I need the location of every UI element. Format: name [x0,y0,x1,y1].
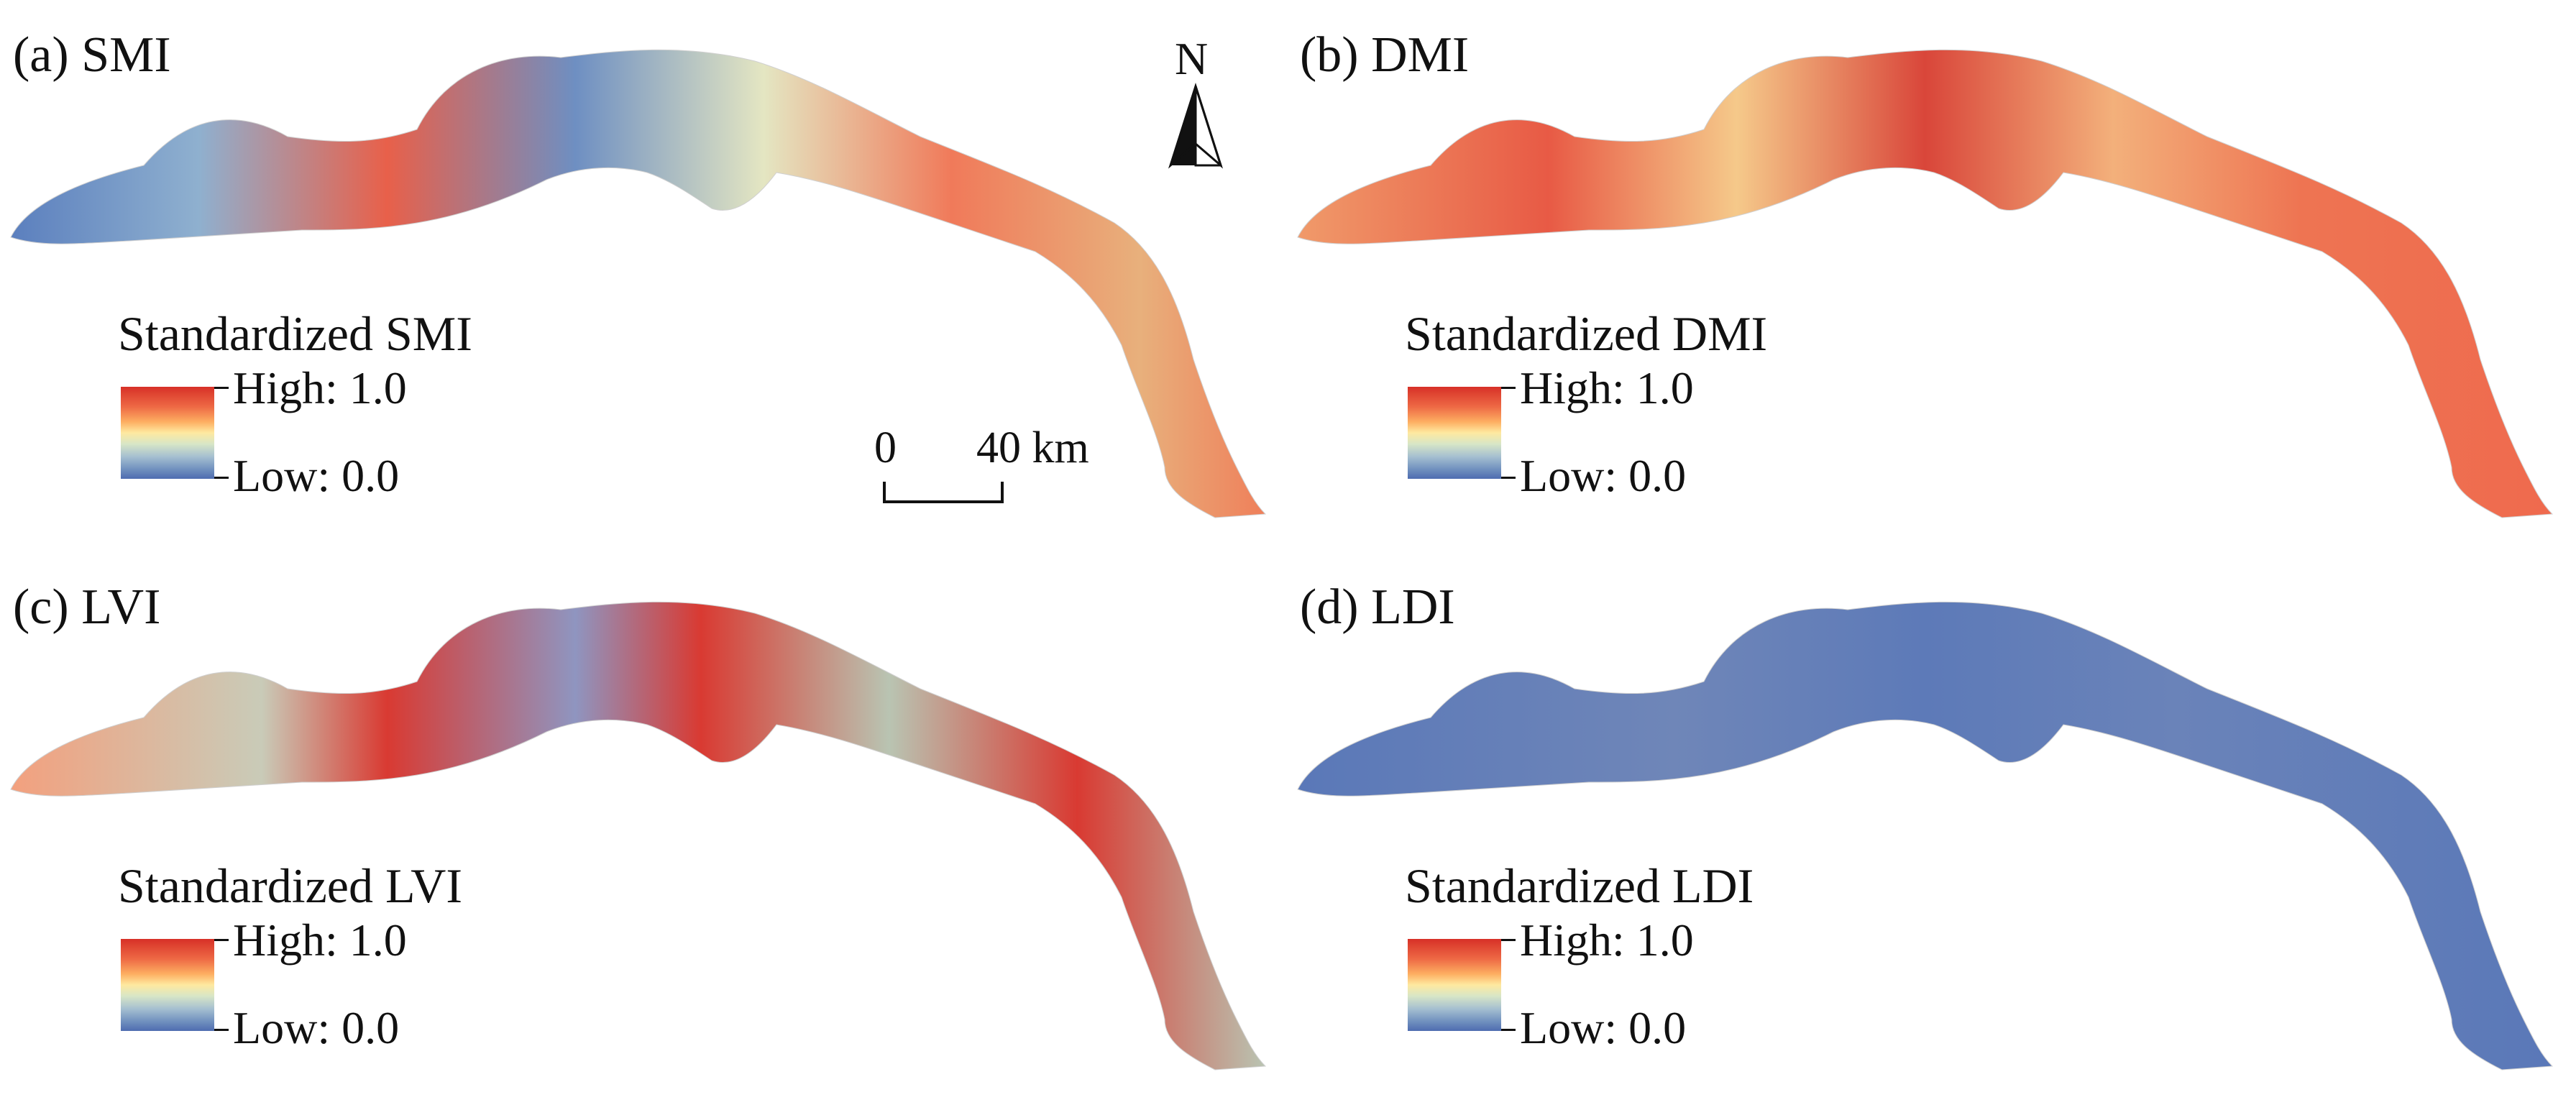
legend-color-ramp [121,387,214,479]
region-shape [1297,49,2554,518]
legend-low-label: Low: 0.0 [233,1002,400,1053]
region-shape [10,49,1267,518]
legend-title: Standardized LDI [1405,858,1754,913]
legend-tick-high [214,939,229,941]
scale-tick-right [1001,482,1004,503]
legend-color-ramp [1408,939,1501,1031]
ldi-map [1297,601,2554,1070]
legend-high-label: High: 1.0 [233,362,407,413]
lvi-map [10,601,1267,1070]
legend-tick-low [214,477,229,479]
scale-end-label: 40 km [976,423,1089,472]
north-letter: N [1175,33,1209,84]
legend-low-label: Low: 0.0 [233,450,400,501]
panel-label: (a) SMI [13,27,171,83]
legend-tick-high [214,387,229,389]
legend-high-label: High: 1.0 [1520,362,1694,413]
legend-tick-low [1501,477,1516,479]
legend-high-label: High: 1.0 [1520,914,1694,966]
legend-tick-low [214,1029,229,1031]
legend-title: Standardized DMI [1405,306,1768,361]
region-shape [1297,601,2554,1070]
scale-bar: 0 40 km [870,426,1129,512]
scale-start-label: 0 [874,423,897,472]
panel-smi: (a) SMI Standardized SMI High: 1.0 Low: … [0,0,1287,552]
legend: Standardized DMI High: 1.0 Low: 0.0 [1405,309,1908,525]
legend-color-ramp [1408,387,1501,479]
scale-tick-left [883,482,886,503]
legend-tick-low [1501,1029,1516,1031]
north-arrow-icon [1168,83,1224,169]
panel-ldi: (d) LDI Standardized LDI High: 1.0 Low: … [1287,552,2574,1104]
legend: Standardized LDI High: 1.0 Low: 0.0 [1405,861,1908,1077]
legend: Standardized SMI High: 1.0 Low: 0.0 [118,309,621,525]
legend-title: Standardized LVI [118,858,463,913]
scale-line [883,500,1004,503]
legend-low-label: Low: 0.0 [1520,1002,1687,1053]
legend-low-label: Low: 0.0 [1520,450,1687,501]
legend-color-ramp [121,939,214,1031]
legend-title: Standardized SMI [118,306,472,361]
panel-label: (d) LDI [1300,579,1455,635]
dmi-map [1297,49,2554,518]
panel-dmi: (b) DMI Standardized DMI High: 1.0 Low: … [1287,0,2574,552]
north-arrow: N [1163,36,1228,180]
smi-map [10,49,1267,518]
region-shape [10,601,1267,1070]
legend-tick-high [1501,939,1516,941]
panel-label: (c) LVI [13,579,161,635]
legend-high-label: High: 1.0 [233,914,407,966]
legend: Standardized LVI High: 1.0 Low: 0.0 [118,861,621,1077]
legend-tick-high [1501,387,1516,389]
panel-lvi: (c) LVI Standardized LVI High: 1.0 Low: … [0,552,1287,1104]
panel-label: (b) DMI [1300,27,1470,83]
